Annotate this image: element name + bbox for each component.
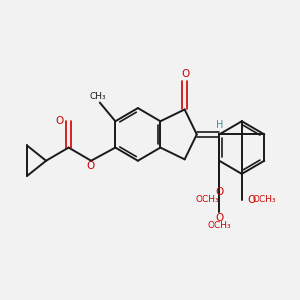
Text: O: O: [181, 70, 190, 80]
Text: CH₃: CH₃: [90, 92, 106, 101]
Text: OCH₃: OCH₃: [195, 195, 219, 204]
Text: H: H: [216, 120, 224, 130]
Text: O: O: [247, 195, 255, 205]
Text: O: O: [86, 161, 94, 171]
Text: O: O: [56, 116, 64, 126]
Text: OCH₃: OCH₃: [208, 221, 231, 230]
Text: O: O: [215, 187, 224, 197]
Text: OCH₃: OCH₃: [253, 195, 276, 204]
Text: O: O: [215, 213, 224, 223]
